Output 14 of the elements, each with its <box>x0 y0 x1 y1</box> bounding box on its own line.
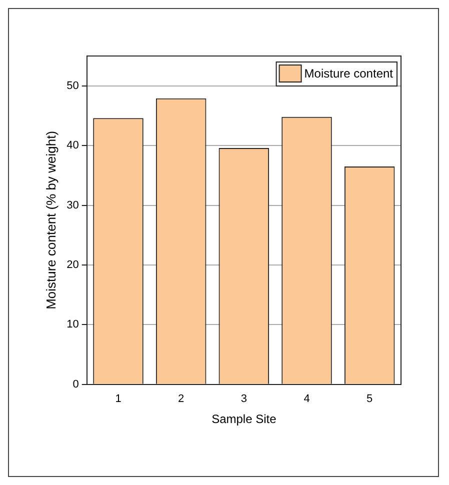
x-axis-title: Sample Site <box>212 412 277 426</box>
x-tick-label: 5 <box>366 393 373 406</box>
y-tick-label: 0 <box>72 378 79 390</box>
x-tick-label: 1 <box>115 393 122 406</box>
x-tick-label: 2 <box>178 393 184 406</box>
y-axis-title: Moisture content (% by weight) <box>43 130 58 310</box>
legend-label: Moisture content <box>304 66 394 80</box>
y-tick-label: 50 <box>66 80 79 92</box>
x-tick-label: 4 <box>304 393 310 406</box>
x-tick-label: 3 <box>240 393 247 406</box>
y-tick-label: 30 <box>66 199 79 212</box>
y-tick-label: 40 <box>66 140 79 152</box>
y-tick-label: 20 <box>66 259 79 272</box>
y-tick-label: 10 <box>66 318 79 331</box>
